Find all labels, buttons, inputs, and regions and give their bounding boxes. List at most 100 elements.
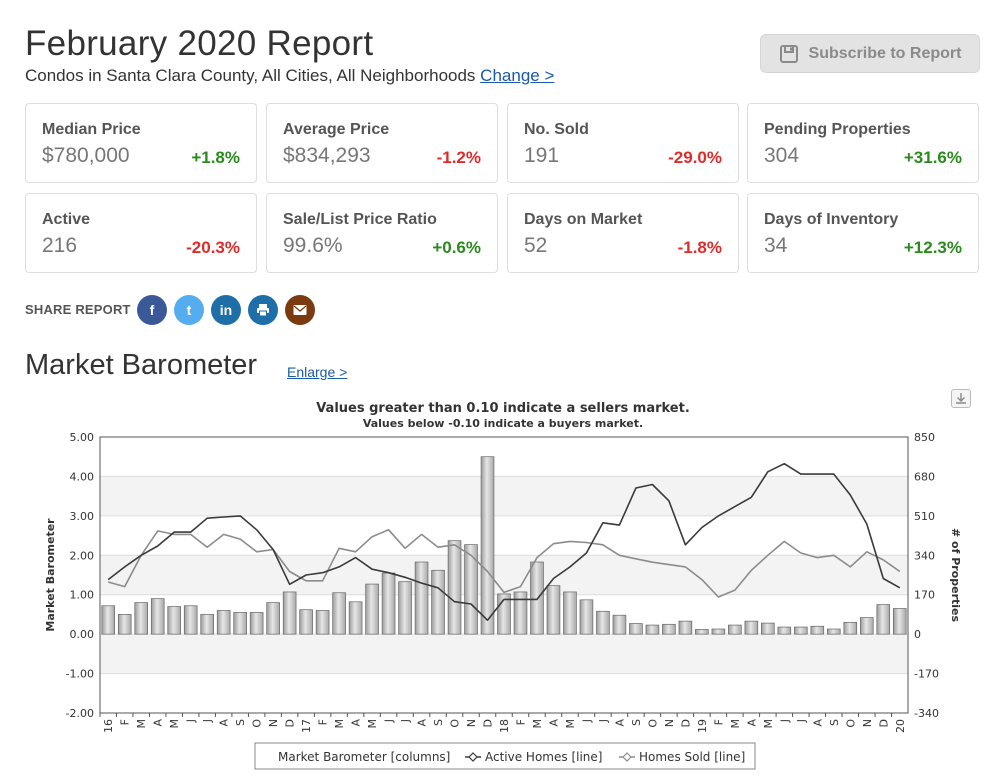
barometer-bar xyxy=(629,623,643,635)
x-tick-label: F xyxy=(317,719,330,725)
barometer-bar xyxy=(777,626,792,635)
x-tick-label: A xyxy=(350,719,363,727)
barometer-bar xyxy=(365,583,379,635)
x-tick-label: M xyxy=(168,719,181,729)
x-tick-label: M xyxy=(762,719,775,729)
chart-band xyxy=(100,634,908,674)
x-tick-label: O xyxy=(251,719,264,728)
barometer-bar xyxy=(744,620,759,635)
barometer-bar xyxy=(596,610,610,635)
barometer-bar xyxy=(315,610,330,635)
stat-card: Pending Properties 304 +31.6% xyxy=(747,103,979,183)
y2-tick-label: 340 xyxy=(914,549,935,562)
subscribe-button[interactable]: Subscribe to Report xyxy=(760,34,980,73)
barometer-bar xyxy=(348,601,363,635)
legend-marker-sold xyxy=(622,752,632,762)
y2-tick-label: 850 xyxy=(914,431,935,444)
barometer-bar xyxy=(398,581,412,635)
barometer-bar xyxy=(150,598,165,635)
x-tick-label: S xyxy=(432,719,445,726)
x-tick-label: O xyxy=(449,719,462,728)
active-homes-line xyxy=(107,462,901,621)
x-tick-label: J xyxy=(580,719,593,723)
chart-legend xyxy=(254,742,756,770)
twitter-share-button[interactable]: t xyxy=(174,295,204,325)
y-axis-title: Market Barometer xyxy=(44,518,57,632)
barometer-bar xyxy=(876,604,891,635)
stat-value: 216 xyxy=(42,234,78,257)
legend-item-sold: Homes Sold [line] xyxy=(639,750,745,764)
twitter-icon: t xyxy=(186,302,192,318)
stat-value: 304 xyxy=(764,144,800,167)
y2-tick-label: 510 xyxy=(914,510,935,523)
barometer-bar xyxy=(282,591,297,635)
x-tick-label: A xyxy=(811,719,824,727)
barometer-bar xyxy=(843,621,858,635)
barometer-bar xyxy=(810,625,825,635)
stat-label: Days of Inventory xyxy=(764,211,899,228)
linkedin-share-button[interactable]: in xyxy=(211,295,241,325)
barometer-bar xyxy=(827,628,841,635)
x-tick-label: D xyxy=(679,719,692,727)
y-tick-label: 3.00 xyxy=(70,510,95,523)
barometer-bar xyxy=(513,591,528,635)
barometer-bar xyxy=(200,614,214,635)
barometer-bar xyxy=(249,612,264,635)
chart-band xyxy=(100,515,908,556)
plot-border xyxy=(99,436,909,714)
stat-change: +1.8% xyxy=(191,148,240,167)
chart-band xyxy=(100,476,908,516)
x-tick-label: M xyxy=(366,719,379,729)
x-tick-label: A xyxy=(218,719,231,727)
x-tick-label: S xyxy=(828,719,841,726)
barometer-bar xyxy=(546,585,561,635)
x-tick-label: N xyxy=(465,719,478,727)
y-tick-label: -1.00 xyxy=(66,668,94,681)
x-tick-label: S xyxy=(234,719,247,726)
print-share-button[interactable] xyxy=(248,295,278,325)
facebook-share-button[interactable]: f xyxy=(137,295,167,325)
x-tick-label: O xyxy=(646,719,659,728)
x-tick-label: S xyxy=(630,719,643,726)
x-tick-label: M xyxy=(135,719,148,729)
share-report-label: SHARE REPORT xyxy=(25,302,131,317)
report-subtitle: Condos in Santa Clara County, All Cities… xyxy=(25,66,554,86)
x-tick-label: 18 xyxy=(498,719,511,733)
subscribe-label: Subscribe to Report xyxy=(808,44,962,62)
barometer-bar xyxy=(447,540,462,635)
stat-value: 34 xyxy=(764,234,788,257)
stat-change: +12.3% xyxy=(903,238,962,257)
y2-tick-label: -340 xyxy=(914,707,939,720)
download-icon xyxy=(956,393,966,404)
barometer-bar xyxy=(794,626,808,635)
email-share-button[interactable] xyxy=(285,295,315,325)
barometer-bar xyxy=(563,591,577,635)
barometer-bar xyxy=(695,629,709,635)
stat-change: -1.8% xyxy=(677,238,722,257)
barometer-bar xyxy=(464,544,478,635)
y2-tick-label: 680 xyxy=(914,470,935,483)
stat-card: Median Price $780,000 +1.8% xyxy=(25,103,257,183)
stat-label: Pending Properties xyxy=(764,121,911,138)
legend-item-barometer: Market Barometer [columns] xyxy=(278,750,450,764)
x-tick-label: A xyxy=(152,719,165,727)
x-tick-label: D xyxy=(877,719,890,727)
enlarge-link[interactable]: Enlarge > xyxy=(287,364,348,380)
barometer-bar xyxy=(299,609,313,635)
stat-label: Active xyxy=(42,211,91,228)
barometer-bar xyxy=(332,592,346,635)
barometer-bar xyxy=(101,605,116,635)
market-barometer-chart: Values greater than 0.10 indicate a sell… xyxy=(44,401,962,770)
barometer-bar xyxy=(645,624,660,635)
download-chart-button[interactable] xyxy=(951,389,971,408)
x-tick-label: F xyxy=(712,719,725,725)
barometer-bar xyxy=(728,624,742,635)
stat-label: Average Price xyxy=(283,121,390,138)
x-tick-label: N xyxy=(861,719,874,727)
section-title: Market Barometer xyxy=(25,349,258,381)
change-filter-link[interactable]: Change > xyxy=(480,66,555,85)
x-tick-label: 17 xyxy=(300,719,313,733)
x-tick-label: F xyxy=(514,719,527,725)
barometer-bar xyxy=(431,569,445,635)
barometer-bar xyxy=(761,622,775,635)
